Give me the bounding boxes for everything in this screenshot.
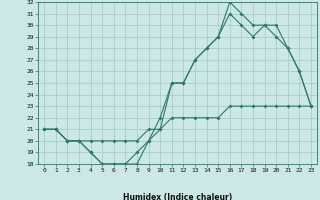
- X-axis label: Humidex (Indice chaleur): Humidex (Indice chaleur): [123, 193, 232, 200]
